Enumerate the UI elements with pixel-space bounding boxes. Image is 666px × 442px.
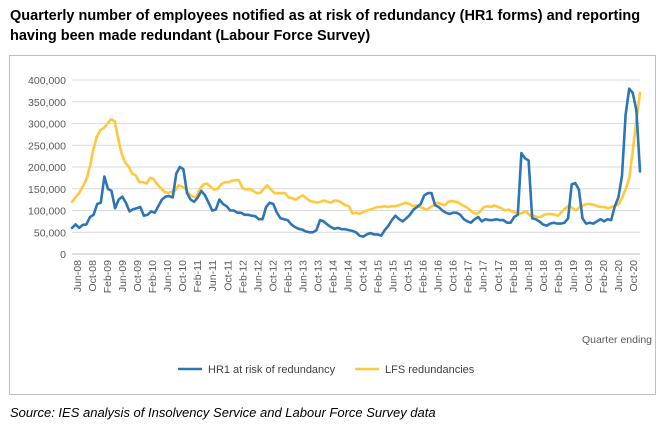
x-tick-label: Oct-16 — [448, 260, 460, 292]
chart-frame — [9, 55, 656, 395]
legend: HR1 at risk of redundancy LFS redundancie… — [178, 364, 475, 376]
x-tick-label: Jun-15 — [388, 260, 400, 292]
grid — [72, 79, 640, 255]
legend-label: LFS redundancies — [385, 364, 475, 376]
y-tick-label: 300,000 — [28, 119, 66, 131]
x-tick-label: Jun-20 — [613, 260, 625, 292]
x-tick-label: Oct-13 — [312, 260, 324, 292]
x-tick-label: Feb-19 — [553, 260, 565, 293]
x-tick-label: Oct-14 — [358, 260, 370, 292]
x-tick-label: Jun-08 — [72, 260, 84, 292]
y-tick-label: 150,000 — [28, 184, 66, 196]
x-tick-label: Oct-10 — [177, 260, 189, 292]
y-axis: 0 50,000 100,000 150,000 200,000 250,000 300,0… — [28, 75, 66, 261]
x-tick-label: Oct-20 — [628, 260, 640, 292]
x-tick-label: Oct-11 — [222, 260, 234, 291]
x-tick-label: Feb-09 — [102, 260, 114, 293]
x-tick-label: Jun-10 — [162, 260, 174, 292]
x-tick-label: Feb-20 — [598, 260, 610, 293]
x-tick-label: Jun-14 — [342, 260, 354, 292]
x-tick-label: Feb-14 — [327, 260, 339, 293]
y-tick-label: 50,000 — [34, 227, 66, 239]
x-tick-label: Feb-10 — [147, 260, 159, 293]
y-tick-label: 100,000 — [28, 206, 66, 218]
x-tick-label: Jun-09 — [117, 260, 129, 292]
x-tick-label: Jun-11 — [207, 260, 219, 291]
x-tick-label: Feb-11 — [192, 260, 204, 293]
x-tick-label: Feb-17 — [463, 260, 475, 293]
y-tick-label: 250,000 — [28, 140, 66, 152]
x-tick-label: Oct-17 — [493, 260, 505, 292]
x-tick-label: Jun-12 — [252, 260, 264, 292]
x-axis: Jun-08 Oct-08 Feb-09 Jun-09 Oct-09 Feb-10 Jun-… — [72, 260, 640, 293]
source-note: Source: IES analysis of Insolvency Servi… — [10, 405, 436, 420]
legend-label: HR1 at risk of redundancy — [208, 364, 336, 376]
y-tick-label: 200,000 — [28, 162, 66, 174]
chart-title: Quarterly number of employees notified a… — [10, 8, 641, 44]
x-tick-label: Feb-13 — [282, 260, 294, 293]
x-tick-label: Feb-18 — [508, 260, 520, 293]
y-tick-label: 350,000 — [28, 97, 66, 109]
x-tick-label: Feb-16 — [418, 260, 430, 293]
x-tick-label: Jun-16 — [433, 260, 445, 292]
x-tick-label: Oct-12 — [267, 260, 279, 292]
x-tick-label: Oct-18 — [538, 260, 550, 292]
y-tick-label: 0 — [60, 249, 66, 261]
x-tick-label: Oct-15 — [403, 260, 415, 292]
x-tick-label: Feb-12 — [237, 260, 249, 293]
series-line — [70, 87, 642, 238]
series-line — [70, 91, 642, 219]
x-tick-label: Feb-15 — [373, 260, 385, 293]
x-axis-title: Quarter ending — [582, 334, 652, 346]
x-tick-label: Oct-09 — [132, 260, 144, 292]
y-tick-label: 400,000 — [28, 75, 66, 87]
x-tick-label: Oct-08 — [87, 260, 99, 292]
x-tick-label: Jun-18 — [523, 260, 535, 292]
x-tick-label: Jun-13 — [297, 260, 309, 292]
x-tick-label: Oct-19 — [583, 260, 595, 292]
x-tick-label: Jun-19 — [568, 260, 580, 292]
x-tick-label: Jun-17 — [478, 260, 490, 292]
series-lines — [70, 87, 642, 238]
